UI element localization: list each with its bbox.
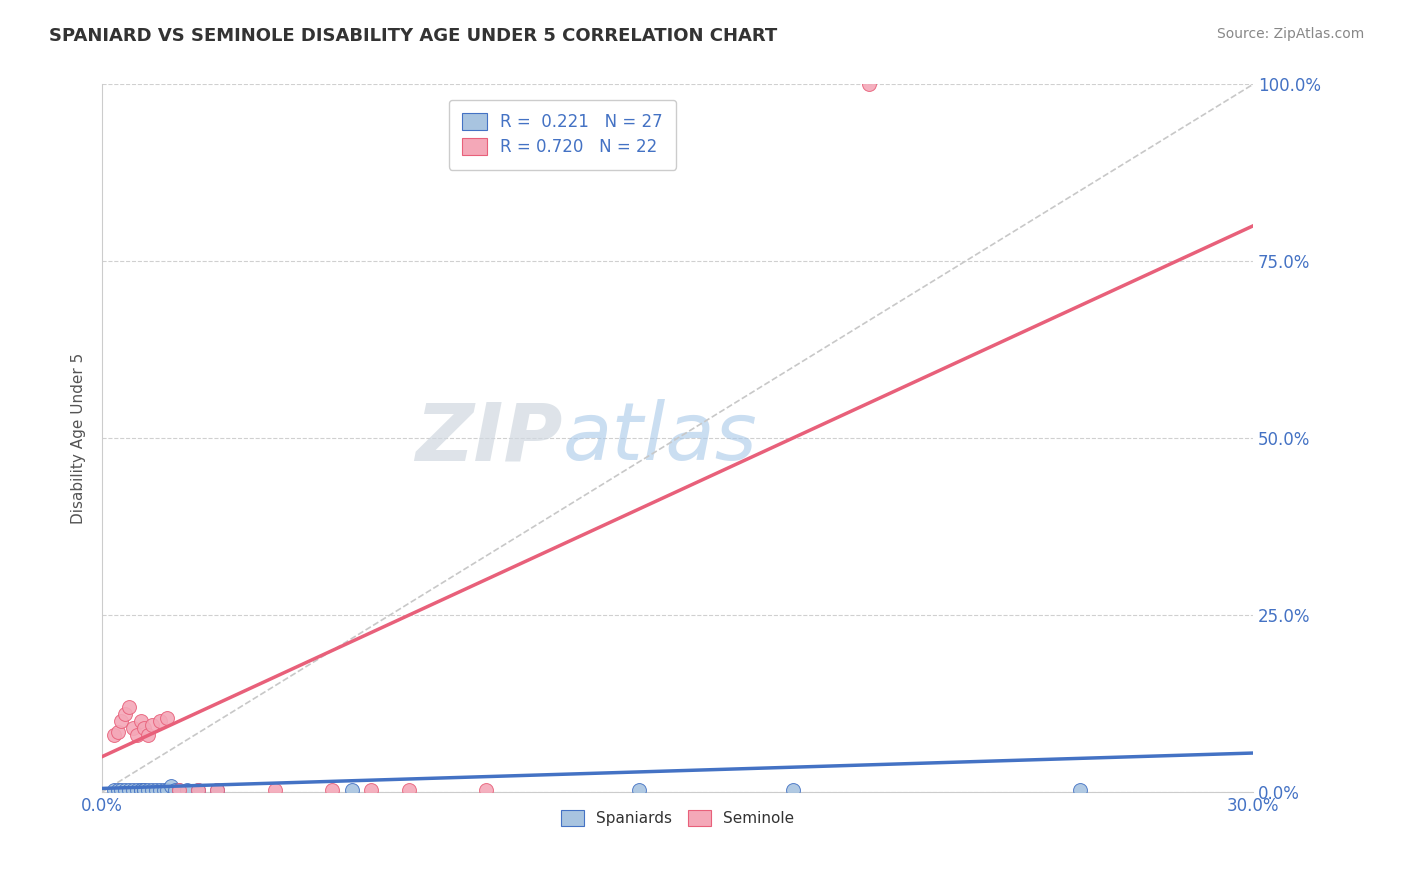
Point [122,782,145,797]
Point [103,782,125,797]
Point [152,782,174,797]
Point [474,782,496,797]
Point [360,782,382,797]
Point [103,728,125,742]
Point [207,782,229,797]
Point [167,782,190,797]
Point [141,717,163,731]
Point [107,782,129,797]
Point [110,782,132,797]
Point [129,714,152,729]
Point [134,782,156,797]
Point [134,721,156,735]
Point [165,782,187,797]
Point [160,780,183,794]
Point [340,782,363,797]
Point [141,782,163,797]
Point [129,782,152,797]
Point [782,782,804,797]
Point [321,782,343,797]
Point [129,782,152,797]
Text: atlas: atlas [562,400,758,477]
Point [156,782,179,797]
Point [125,728,148,742]
Point [136,782,159,797]
Point [156,711,179,725]
Point [149,714,172,729]
Point [145,782,167,797]
Point [207,782,229,797]
Point [122,721,145,735]
Point [176,782,198,797]
Point [187,782,209,797]
Legend: Spaniards, Seminole: Spaniards, Seminole [554,803,801,834]
Text: Source: ZipAtlas.com: Source: ZipAtlas.com [1216,27,1364,41]
Text: ZIP: ZIP [415,400,562,477]
Point [110,714,132,729]
Point [107,724,129,739]
Point [125,782,148,797]
Point [114,707,136,722]
Text: SPANIARD VS SEMINOLE DISABILITY AGE UNDER 5 CORRELATION CHART: SPANIARD VS SEMINOLE DISABILITY AGE UNDE… [49,27,778,45]
Y-axis label: Disability Age Under 5: Disability Age Under 5 [72,352,86,524]
Point [167,782,190,797]
Point [628,782,651,797]
Point [149,782,172,797]
Point [118,700,141,714]
Point [136,728,159,742]
Point [134,782,156,797]
Point [263,782,285,797]
Point [187,782,209,797]
Point [118,782,141,797]
Point [858,78,880,92]
Point [1069,782,1091,797]
Point [114,782,136,797]
Point [398,782,420,797]
